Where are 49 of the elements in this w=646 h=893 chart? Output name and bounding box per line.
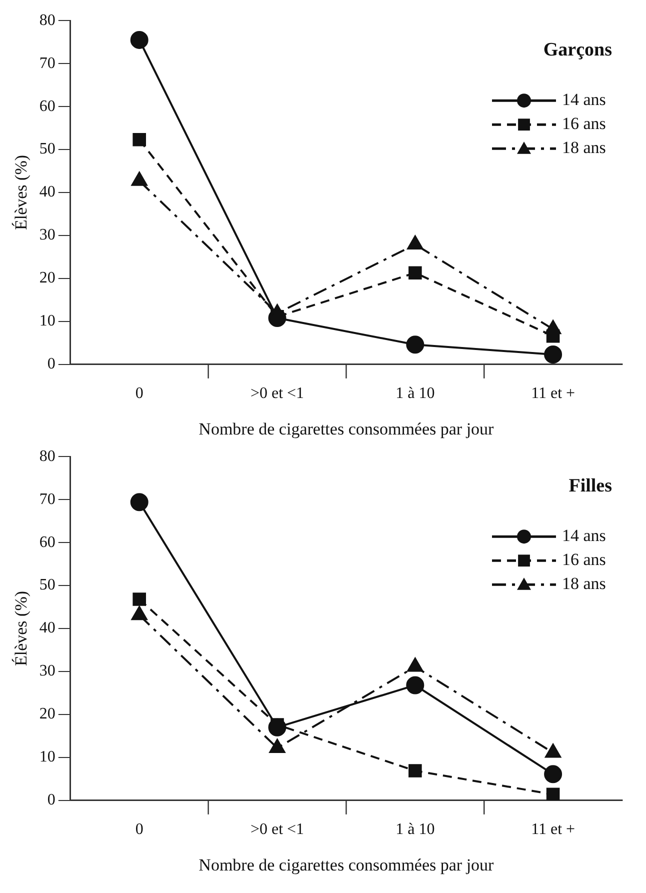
y-tick-label: 80 <box>39 448 56 465</box>
y-tick-label: 60 <box>39 534 56 551</box>
y-tick-label: 30 <box>39 662 56 680</box>
x-axis-title: Nombre de cigarettes consommées par jour <box>198 419 494 438</box>
text: Garçons <box>543 40 612 61</box>
y-tick-label: 70 <box>39 54 56 72</box>
y-tick-label: 70 <box>39 490 56 508</box>
point <box>408 764 422 778</box>
x-tick-label: 1 à 10 <box>396 821 435 838</box>
legend-label: 14 ans <box>562 526 606 546</box>
legend-label: 16 ans <box>562 114 606 134</box>
point <box>130 30 148 49</box>
point <box>408 266 422 280</box>
x-tick-label: 11 et + <box>531 821 576 838</box>
point <box>544 346 562 364</box>
legend-label: 14 ans <box>562 90 606 110</box>
legend-label: 16 ans <box>562 550 606 570</box>
point <box>132 592 146 606</box>
point <box>130 493 148 512</box>
x-tick-label: 0 <box>135 821 144 838</box>
point <box>544 765 562 784</box>
y-axis-title: Élèves (%) <box>12 590 31 666</box>
y-tick-label: 20 <box>39 706 56 723</box>
point <box>132 132 146 146</box>
y-tick-label: 0 <box>47 356 56 373</box>
legend-label: 18 ans <box>562 138 606 158</box>
y-tick-label: 40 <box>39 620 56 637</box>
point <box>406 676 424 694</box>
y-tick-label: 60 <box>39 98 56 115</box>
point <box>406 336 424 354</box>
x-axis-title: Nombre de cigarettes consommées par jour <box>198 855 494 874</box>
y-tick-label: 80 <box>39 12 56 29</box>
y-tick-label: 50 <box>39 140 56 158</box>
x-tick-label: >0 et <1 <box>250 821 304 838</box>
text: Filles <box>568 476 612 497</box>
x-tick-label: 11 et + <box>531 385 576 402</box>
y-tick-label: 40 <box>39 184 56 201</box>
y-axis-title: Élèves (%) <box>12 154 31 230</box>
x-tick-label: 0 <box>135 385 144 402</box>
legend-label: 18 ans <box>562 574 606 594</box>
y-tick-label: 10 <box>39 312 56 330</box>
y-tick-label: 10 <box>39 748 56 766</box>
y-tick-label: 30 <box>39 226 56 244</box>
y-tick-label: 20 <box>39 270 56 287</box>
point <box>546 788 560 800</box>
y-tick-label: 0 <box>47 792 56 809</box>
x-tick-label: 1 à 10 <box>396 385 435 402</box>
x-tick-label: >0 et <1 <box>250 385 304 402</box>
y-tick-label: 50 <box>39 576 56 594</box>
